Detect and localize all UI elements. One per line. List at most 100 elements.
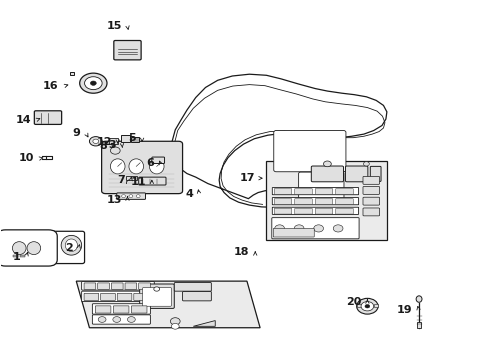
Polygon shape [171,74,386,207]
Text: 8: 8 [99,141,107,151]
Text: 13: 13 [106,195,122,205]
Circle shape [294,225,304,232]
Circle shape [90,81,96,85]
Text: 18: 18 [233,247,249,257]
Circle shape [154,287,159,291]
Circle shape [129,195,133,198]
Text: 10: 10 [19,153,34,163]
Ellipse shape [12,242,26,255]
Circle shape [98,317,106,322]
Text: 19: 19 [396,305,412,315]
FancyBboxPatch shape [152,157,164,163]
FancyBboxPatch shape [362,176,379,184]
FancyBboxPatch shape [272,198,358,205]
Circle shape [84,77,102,90]
FancyBboxPatch shape [345,166,367,182]
Circle shape [113,317,121,322]
Bar [13,255,18,257]
FancyBboxPatch shape [142,288,171,306]
FancyBboxPatch shape [362,208,379,216]
FancyBboxPatch shape [174,283,211,291]
FancyBboxPatch shape [315,199,332,204]
Ellipse shape [149,159,163,174]
FancyBboxPatch shape [84,283,96,289]
FancyBboxPatch shape [294,189,312,194]
FancyBboxPatch shape [34,111,61,125]
Circle shape [122,195,125,198]
Circle shape [332,225,342,232]
Text: 16: 16 [42,81,58,91]
Circle shape [127,317,135,322]
FancyBboxPatch shape [274,208,291,214]
FancyBboxPatch shape [294,208,312,214]
FancyBboxPatch shape [315,189,332,194]
FancyBboxPatch shape [114,41,141,60]
Circle shape [110,147,120,154]
Text: 14: 14 [15,115,31,125]
FancyBboxPatch shape [266,161,386,240]
Text: 12: 12 [96,137,112,147]
FancyBboxPatch shape [134,293,148,301]
FancyBboxPatch shape [131,306,147,313]
FancyBboxPatch shape [273,228,314,237]
FancyBboxPatch shape [311,166,343,182]
FancyBboxPatch shape [273,131,345,172]
Text: 1: 1 [12,252,20,262]
FancyBboxPatch shape [335,199,352,204]
Bar [131,136,139,142]
FancyBboxPatch shape [182,292,211,301]
FancyBboxPatch shape [315,208,332,214]
FancyBboxPatch shape [335,189,352,194]
Text: 9: 9 [72,129,80,138]
FancyBboxPatch shape [272,207,358,215]
FancyBboxPatch shape [362,186,379,194]
FancyBboxPatch shape [139,177,165,185]
Circle shape [360,302,373,311]
FancyBboxPatch shape [125,283,137,289]
FancyBboxPatch shape [98,283,109,289]
Ellipse shape [415,296,421,302]
FancyBboxPatch shape [117,293,132,301]
Circle shape [356,298,377,314]
Circle shape [89,136,102,146]
FancyBboxPatch shape [113,306,129,313]
FancyBboxPatch shape [139,283,150,289]
FancyBboxPatch shape [272,188,358,195]
Ellipse shape [61,235,81,255]
Bar [373,305,377,307]
Text: 2: 2 [65,243,73,253]
Bar [356,305,360,307]
Circle shape [313,225,323,232]
Circle shape [171,323,179,329]
Ellipse shape [129,159,143,174]
FancyBboxPatch shape [294,199,312,204]
Ellipse shape [27,242,41,255]
Text: 5: 5 [128,133,136,143]
FancyBboxPatch shape [274,199,291,204]
Circle shape [136,195,140,198]
Bar [416,322,420,328]
FancyBboxPatch shape [335,208,352,214]
FancyBboxPatch shape [298,172,343,200]
Text: 15: 15 [106,21,122,31]
FancyBboxPatch shape [117,193,145,199]
Circle shape [364,305,369,308]
Bar [126,176,137,180]
Text: 11: 11 [130,177,146,187]
Ellipse shape [65,239,77,252]
Circle shape [170,318,180,325]
FancyBboxPatch shape [271,218,358,239]
Polygon shape [193,320,215,326]
Text: 17: 17 [239,173,255,183]
FancyBboxPatch shape [81,291,154,302]
FancyBboxPatch shape [274,189,291,194]
FancyBboxPatch shape [111,283,123,289]
Polygon shape [76,281,260,328]
FancyBboxPatch shape [140,284,174,309]
Text: 3: 3 [108,140,116,150]
Circle shape [323,161,330,167]
Ellipse shape [110,159,125,174]
FancyBboxPatch shape [84,293,99,301]
Circle shape [80,73,107,93]
FancyBboxPatch shape [362,197,379,205]
